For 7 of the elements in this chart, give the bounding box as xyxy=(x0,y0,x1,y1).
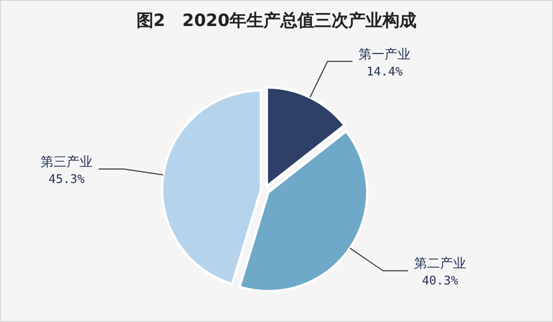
data-label: 14.4% xyxy=(366,64,404,78)
slice-label: 第一产业 xyxy=(358,47,411,62)
slice-label: 第三产业 xyxy=(40,154,93,170)
chart-title: 图2 2020年生产总值三次产业构成 xyxy=(136,11,417,31)
data-label: 40.3% xyxy=(422,274,459,288)
slice-label: 第二产业 xyxy=(414,256,466,272)
data-label: 45.3% xyxy=(48,172,86,186)
